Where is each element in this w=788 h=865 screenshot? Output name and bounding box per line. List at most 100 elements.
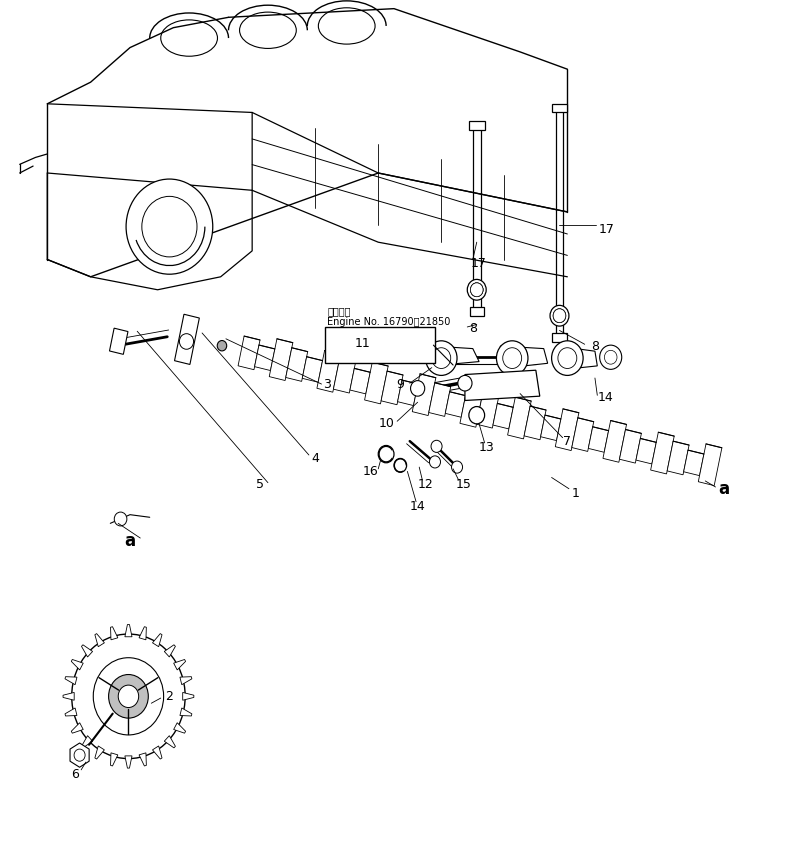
Polygon shape [173, 659, 186, 670]
Circle shape [470, 283, 483, 297]
Polygon shape [153, 746, 162, 759]
Circle shape [600, 345, 622, 369]
Text: 3: 3 [323, 378, 331, 392]
Text: 17: 17 [471, 257, 487, 271]
Polygon shape [81, 735, 93, 748]
Circle shape [552, 341, 583, 375]
Text: 1: 1 [571, 486, 579, 500]
Circle shape [553, 309, 566, 323]
Polygon shape [183, 692, 194, 701]
Polygon shape [95, 746, 104, 759]
Circle shape [467, 279, 486, 300]
Polygon shape [180, 676, 191, 685]
Polygon shape [63, 692, 74, 701]
Circle shape [553, 309, 566, 323]
Polygon shape [350, 368, 370, 394]
Circle shape [470, 283, 483, 297]
Circle shape [394, 458, 407, 472]
Polygon shape [71, 659, 84, 670]
Polygon shape [469, 121, 485, 130]
Circle shape [432, 348, 451, 368]
Polygon shape [269, 339, 293, 381]
Circle shape [72, 634, 185, 759]
Polygon shape [470, 307, 484, 316]
Circle shape [496, 341, 528, 375]
Polygon shape [71, 723, 84, 734]
Polygon shape [412, 374, 436, 415]
Circle shape [411, 381, 425, 396]
Polygon shape [365, 362, 388, 404]
Circle shape [503, 348, 522, 368]
Polygon shape [81, 644, 93, 657]
Polygon shape [110, 328, 128, 355]
Text: 11: 11 [355, 336, 370, 350]
Text: 6: 6 [71, 767, 79, 781]
Polygon shape [65, 708, 77, 716]
Circle shape [126, 179, 213, 274]
Polygon shape [556, 346, 597, 370]
Polygon shape [139, 753, 147, 766]
Polygon shape [477, 394, 498, 428]
Text: Engine No. 16790～21850: Engine No. 16790～21850 [327, 317, 451, 327]
Circle shape [142, 196, 197, 257]
Polygon shape [139, 627, 147, 640]
Text: 14: 14 [410, 499, 426, 513]
Polygon shape [445, 392, 466, 417]
Polygon shape [333, 360, 355, 393]
Text: 7: 7 [563, 434, 571, 448]
Polygon shape [552, 104, 567, 112]
Polygon shape [684, 450, 704, 476]
Polygon shape [572, 418, 593, 452]
Polygon shape [429, 383, 451, 416]
Circle shape [93, 657, 164, 735]
Circle shape [180, 334, 194, 349]
Polygon shape [317, 350, 340, 392]
Circle shape [378, 445, 394, 463]
Polygon shape [125, 625, 132, 637]
Polygon shape [500, 346, 548, 368]
Polygon shape [507, 397, 531, 439]
Text: 適用号機: 適用号機 [327, 306, 351, 317]
Circle shape [74, 749, 85, 761]
Circle shape [114, 512, 127, 526]
Text: 13: 13 [479, 440, 495, 454]
Polygon shape [153, 633, 162, 647]
Polygon shape [110, 753, 118, 766]
Text: 16: 16 [362, 465, 378, 478]
Text: 9: 9 [396, 378, 404, 392]
Polygon shape [174, 314, 199, 364]
Polygon shape [603, 420, 626, 462]
Circle shape [469, 407, 485, 424]
Circle shape [604, 350, 617, 364]
Polygon shape [465, 370, 540, 400]
Text: 15: 15 [455, 477, 471, 491]
Polygon shape [460, 386, 484, 427]
Text: 10: 10 [378, 417, 394, 431]
Text: a: a [718, 480, 729, 497]
Polygon shape [524, 407, 546, 439]
Circle shape [452, 461, 463, 473]
Polygon shape [125, 756, 132, 768]
Polygon shape [556, 409, 579, 451]
Circle shape [217, 341, 227, 351]
Text: a: a [125, 532, 136, 549]
Text: 4: 4 [311, 452, 319, 465]
Polygon shape [381, 371, 403, 405]
Circle shape [553, 309, 566, 323]
Polygon shape [286, 348, 307, 381]
Circle shape [558, 348, 577, 368]
Polygon shape [541, 415, 561, 440]
Polygon shape [552, 333, 567, 342]
Polygon shape [698, 444, 722, 485]
Circle shape [431, 440, 442, 452]
Polygon shape [164, 644, 176, 657]
Polygon shape [651, 432, 675, 474]
Polygon shape [493, 403, 513, 429]
Circle shape [109, 675, 148, 718]
Circle shape [458, 375, 472, 391]
Polygon shape [180, 708, 191, 716]
Text: 2: 2 [165, 689, 173, 703]
Text: 17: 17 [599, 222, 615, 236]
Text: 12: 12 [418, 477, 433, 491]
FancyBboxPatch shape [325, 327, 435, 363]
